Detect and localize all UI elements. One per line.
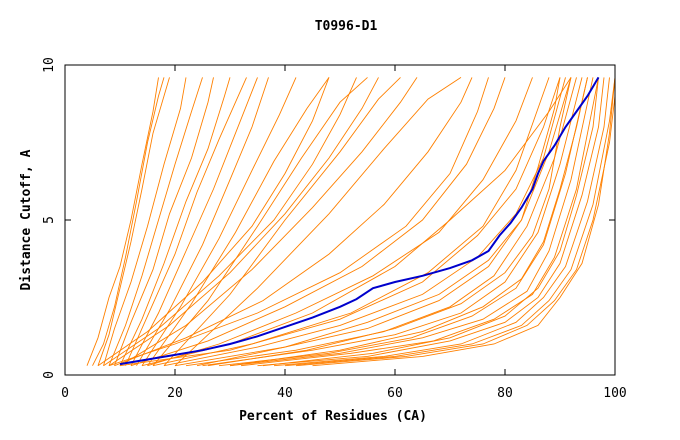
x-tick-label-100: 100 [603, 386, 626, 401]
series-line-23 [229, 77, 594, 367]
series-line-39 [119, 77, 418, 367]
series-line-38 [108, 77, 379, 367]
series-line-3 [97, 77, 170, 366]
x-tick-label-60: 60 [387, 386, 403, 401]
x-axis-label: Percent of Residues (CA) [239, 409, 427, 424]
series-line-30 [196, 77, 561, 367]
series-line-17 [119, 77, 561, 367]
series-line-11 [141, 77, 297, 366]
series-line-29 [207, 77, 572, 367]
series-line-26 [273, 77, 610, 367]
series-line-41 [312, 77, 616, 367]
highlight-series-line [119, 76, 600, 366]
series-line-9 [130, 77, 258, 366]
series-line-34 [130, 77, 506, 367]
x-tick-label-40: 40 [277, 386, 293, 401]
series-line-19 [174, 77, 572, 367]
series-line-40 [152, 77, 550, 367]
y-axis-ticks: 0 5 10 [42, 57, 615, 379]
series-line-4 [103, 77, 187, 366]
x-tick-label-80: 80 [497, 386, 513, 401]
series-line-21 [202, 77, 583, 367]
x-tick-label-20: 20 [167, 386, 183, 401]
series-line-24 [240, 77, 599, 367]
x-tick-label-0: 0 [61, 386, 69, 401]
series-line-16 [141, 77, 572, 367]
series-line-8 [125, 77, 247, 366]
series-line-5 [108, 77, 203, 366]
series-line-14 [163, 77, 401, 367]
series-line-1 [86, 77, 159, 366]
y-tick-label-5: 5 [42, 216, 57, 224]
series-line-32 [108, 77, 489, 367]
series-line-36 [97, 77, 330, 367]
series-line-27 [284, 77, 616, 367]
y-axis-label: Distance Cutoff, A [19, 149, 34, 290]
highlight-curve-group [119, 76, 600, 366]
plot-frame [64, 64, 616, 376]
series-line-7 [119, 77, 231, 366]
series-line-31 [229, 77, 588, 367]
y-tick-label-10: 10 [42, 57, 57, 73]
background-curves [86, 77, 616, 367]
chart-title: T0996-D1 [315, 19, 378, 34]
series-line-25 [257, 77, 605, 367]
series-line-13 [152, 77, 368, 366]
series-line-2 [92, 77, 165, 366]
series-line-37 [103, 77, 357, 367]
series-line-15 [174, 77, 462, 367]
series-line-33 [114, 77, 473, 367]
series-line-42 [262, 77, 599, 367]
series-line-12 [147, 77, 330, 366]
series-line-22 [218, 77, 588, 367]
y-tick-label-0: 0 [42, 371, 57, 379]
series-line-18 [163, 77, 566, 367]
x-axis-ticks: 0 20 40 60 80 100 [61, 65, 627, 401]
series-line-20 [185, 77, 577, 367]
series-line-35 [147, 77, 533, 367]
series-line-10 [136, 77, 269, 366]
series-line-6 [114, 77, 214, 366]
